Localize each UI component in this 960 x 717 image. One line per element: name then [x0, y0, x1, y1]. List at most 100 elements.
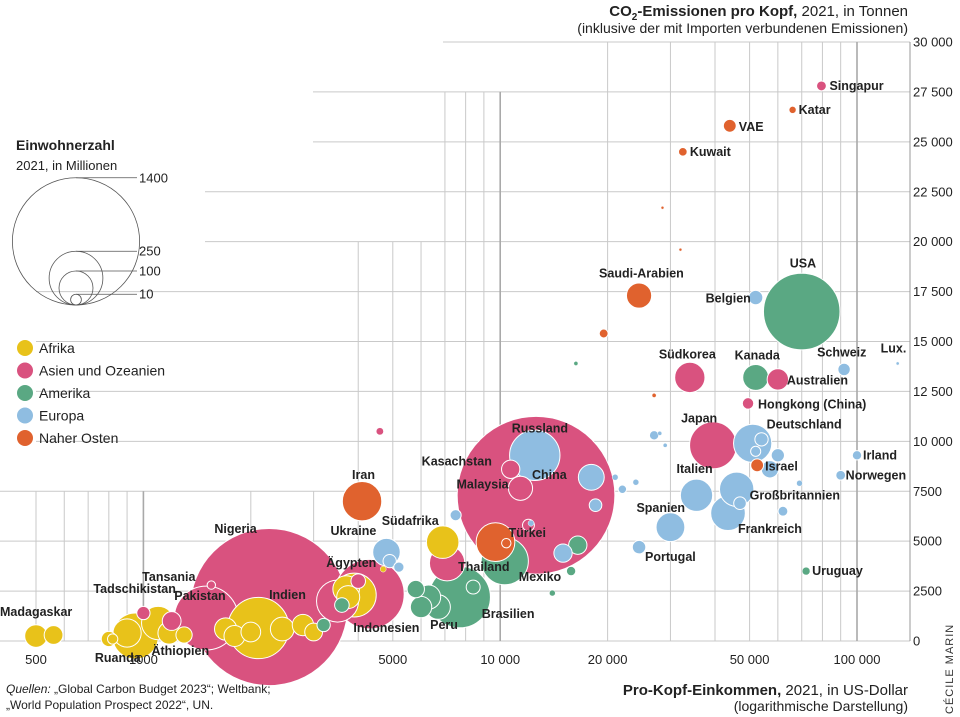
bubble-europa	[577, 463, 605, 491]
y-tick-label: 22 500	[913, 184, 953, 199]
bubble-afrika	[43, 625, 64, 645]
bubble-asien	[350, 573, 366, 589]
label-südafrika: Südafrika	[382, 514, 440, 528]
bubble-amerika	[409, 595, 433, 619]
bubble-uruguay	[801, 566, 811, 576]
bubble-europa	[617, 484, 628, 494]
y-tick-label: 10 000	[913, 434, 953, 449]
source-line1: „Global Carbon Budget 2023“; Weltbank;	[51, 682, 271, 696]
label-frankreich: Frankreich	[738, 522, 802, 536]
bubble-europa	[553, 543, 573, 563]
y-tick-label: 25 000	[913, 134, 953, 149]
bubble-katar	[788, 106, 797, 114]
bubble-südkorea	[674, 361, 706, 394]
legend-swatch-europa	[17, 407, 33, 424]
label-türkei: Türkei	[508, 526, 546, 540]
y-title-line2: (inklusive der mit Importen verbundenen …	[577, 20, 908, 36]
y-title-prefix: CO	[609, 3, 632, 20]
y-tick-label: 17 500	[913, 284, 953, 299]
y-tick-label: 5000	[913, 534, 942, 549]
bubble-europa	[796, 480, 803, 487]
size-legend-circle	[58, 270, 94, 306]
label-usa: USA	[790, 257, 816, 271]
bubble-hongkong-china-	[741, 397, 755, 410]
source-label: Quellen:	[6, 682, 51, 696]
bubble-amerika	[573, 361, 579, 366]
bubble-nahost	[501, 537, 512, 549]
bubble-malaysia	[507, 475, 534, 501]
legend-label-amerika: Amerika	[39, 385, 91, 401]
label-nigeria: Nigeria	[214, 522, 257, 536]
bubble-europa	[382, 553, 397, 569]
bubble-amerika	[334, 597, 350, 613]
label-peru: Peru	[430, 618, 458, 632]
bubble-tadschikistan	[136, 605, 151, 621]
bubble-europa	[657, 430, 663, 436]
size-legend-label: 250	[139, 244, 161, 259]
label-norwegen: Norwegen	[846, 468, 906, 482]
y-title-main: -Emissionen pro Kopf,	[637, 3, 797, 20]
label-madagaskar: Madagaskar	[0, 605, 72, 619]
legend-label-afrika: Afrika	[39, 340, 75, 356]
label-malaysia: Malaysia	[457, 477, 510, 491]
size-legend-circle	[11, 177, 141, 306]
bubble-iran	[341, 481, 383, 522]
label-belgien: Belgien	[706, 292, 751, 306]
label-italien: Italien	[677, 462, 713, 476]
bubble-norwegen	[835, 469, 847, 481]
size-legend-label: 10	[139, 287, 153, 302]
bubble-europa	[770, 448, 785, 463]
bubble-türkei	[475, 522, 516, 563]
label-kasachstan: Kasachstan	[422, 454, 492, 468]
region-legend: Afrika Asien und Ozeanien Amerika Europa Nah…	[17, 340, 165, 446]
y-axis-title: CO2-Emissionen pro Kopf, 2021, in Tonnen…	[577, 3, 908, 36]
size-legend-label: 1400	[139, 170, 168, 185]
point-labels: China Indien USA Indonesien Pakistan Nigeria B…	[0, 79, 906, 665]
bubble-nahost	[651, 393, 657, 398]
size-legend-subtitle: 2021, in Millionen	[16, 158, 117, 173]
bubble-asien	[375, 427, 384, 436]
x-axis-title: Pro-Kopf-Einkommen, 2021, in US-Dollar (…	[623, 682, 908, 714]
bubble-südafrika	[425, 525, 460, 559]
y-title-subscript: 2	[632, 12, 638, 23]
bubble-asien	[161, 611, 182, 631]
label-japan: Japan	[681, 411, 717, 425]
bubble-israel	[750, 458, 765, 473]
label-deutschland: Deutschland	[767, 417, 842, 431]
bubble-nahost	[660, 205, 665, 210]
x-tick-label: 500	[25, 652, 47, 667]
size-legend: Einwohnerzahl 2021, in Millionen 1400 250…	[11, 137, 168, 306]
label-irland: Irland	[863, 448, 897, 462]
bubble-europa	[648, 430, 660, 441]
bubble-irland	[851, 450, 863, 461]
y-title-rest: 2021, in Tonnen	[797, 3, 908, 20]
x-tick-label: 5000	[378, 652, 407, 667]
label-uruguay: Uruguay	[812, 564, 863, 578]
y-tick-label: 30 000	[913, 35, 953, 50]
bubble-luxemburg	[895, 361, 900, 366]
x-tick-label: 100 000	[834, 652, 881, 667]
bubble-saudi-arabien	[625, 282, 653, 309]
bubble-nahost	[598, 328, 609, 339]
bubble-kanada	[742, 363, 770, 391]
bubble-amerika	[565, 565, 577, 577]
svg-text:Quellen: „Global Carbon Budget: Quellen: „Global Carbon Budget 2023“; We…	[6, 682, 271, 696]
bubble-australien	[766, 368, 790, 391]
label-katar: Katar	[799, 103, 831, 117]
x-title-line2: (logarithmische Darstellung)	[734, 698, 908, 714]
bubble-asien	[206, 580, 217, 590]
x-tick-label: 1000	[129, 652, 158, 667]
label-kuwait: Kuwait	[690, 145, 732, 159]
label-china: China	[532, 468, 568, 482]
bubble-europa	[754, 432, 769, 447]
bubble-belgien	[748, 289, 764, 306]
bubble-europa	[393, 561, 405, 573]
bubble-afrika	[112, 618, 142, 648]
y-tick-label: 12 500	[913, 384, 953, 399]
size-legend-circles: 1400 250 100 10	[11, 170, 168, 306]
label-tansania: Tansania	[142, 570, 196, 584]
y-tick-label: 15 000	[913, 334, 953, 349]
size-legend-label: 100	[139, 264, 161, 279]
bubble-kuwait	[677, 146, 688, 157]
